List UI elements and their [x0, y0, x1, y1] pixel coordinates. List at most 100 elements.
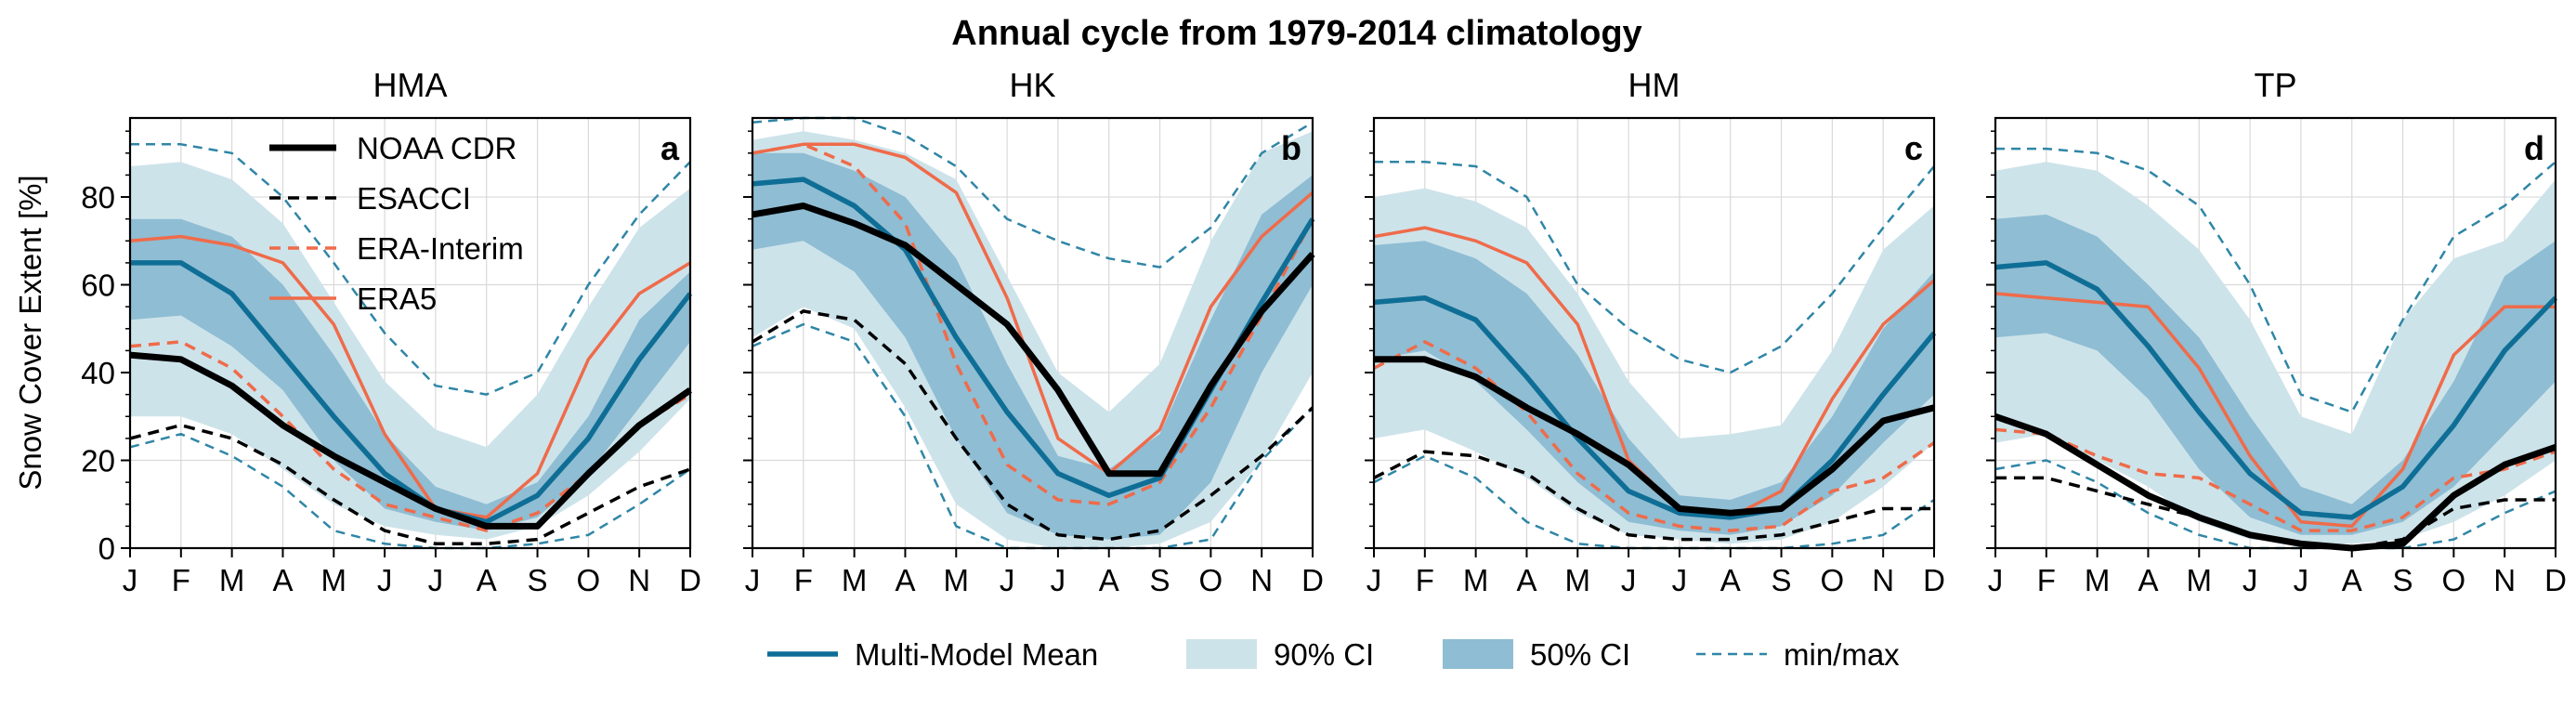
y-tick-label: 60: [81, 268, 115, 303]
series-line-noaa: [1374, 356, 1935, 517]
minmax-line-max: [130, 143, 691, 396]
axes-frame: [1994, 116, 2557, 550]
x-tick-label: J: [1988, 563, 2004, 597]
x-tick-label: M: [944, 563, 970, 597]
ci50-band: [1374, 241, 1934, 535]
panel-title: HK: [1009, 66, 1055, 104]
bottom-legend: Multi-Model Mean 90% CI 50% CI min/max: [767, 637, 1900, 672]
x-tick-label: M: [842, 563, 868, 597]
x-tick-label: J: [123, 563, 138, 597]
x-tick-label: M: [321, 563, 347, 597]
x-tick-label: F: [794, 563, 813, 597]
ci50-band: [1995, 214, 2556, 535]
x-tick-label: S: [1150, 563, 1170, 597]
series-line-noaa: [129, 351, 692, 530]
minmax-line-min: [1373, 454, 1935, 550]
series-line-mmm: [1373, 295, 1937, 520]
legend-label-noaa: NOAA CDR: [357, 131, 517, 165]
x-tick-label: N: [628, 563, 650, 597]
x-tick-label: D: [1923, 563, 1945, 597]
y-tick-label: 0: [98, 531, 115, 566]
x-tick-label: A: [477, 563, 497, 597]
axes-frame: [128, 116, 692, 550]
x-tick-label: M: [219, 563, 245, 597]
x-tick-label: J: [428, 563, 444, 597]
panel-letter: b: [1281, 129, 1301, 167]
y-tick-label: 80: [81, 180, 115, 215]
x-tick-label: N: [1250, 563, 1273, 597]
legend-swatch-ci50: [1443, 639, 1513, 669]
y-axis-label: Snow Cover Extent [%]: [13, 175, 47, 490]
panel-title: HMA: [373, 66, 448, 104]
x-tick-label: F: [172, 563, 190, 597]
x-tick-label: J: [1366, 563, 1382, 597]
x-tick-label: M: [2187, 563, 2213, 597]
legend-label-mmm: Multi-Model Mean: [855, 637, 1098, 672]
x-tick-label: A: [272, 563, 293, 597]
x-tick-label: S: [2393, 563, 2413, 597]
x-tick-label: J: [1000, 563, 1015, 597]
suptitle: Annual cycle from 1979-2014 climatology: [951, 14, 1641, 53]
ci90-band: [1374, 188, 1934, 544]
axes-frame: [1372, 116, 1936, 550]
x-tick-label: A: [1720, 563, 1741, 597]
panel-letter: a: [660, 129, 680, 167]
x-tick-label: O: [1821, 563, 1845, 597]
series-line-erai: [1994, 427, 2556, 532]
x-tick-label: N: [2493, 563, 2516, 597]
x-tick-label: F: [2037, 563, 2056, 597]
legend-label-ci50: 50% CI: [1530, 637, 1630, 672]
y-tick-label: 40: [81, 356, 115, 390]
x-tick-label: M: [1565, 563, 1591, 597]
x-tick-label: S: [1772, 563, 1792, 597]
x-tick-label: D: [2544, 563, 2567, 597]
minmax-line-min: [129, 432, 691, 550]
series-line-noaa: [1994, 412, 2557, 552]
obs-legend: NOAA CDR ESACCI ERA-Interim ERA5: [269, 131, 524, 316]
legend-swatch-ci90: [1186, 639, 1257, 669]
y-tick-label: 20: [81, 444, 115, 478]
x-tick-label: A: [2342, 563, 2362, 597]
series-line-era5: [129, 234, 691, 519]
ci50-band: [752, 152, 1313, 540]
x-tick-label: A: [895, 563, 915, 597]
x-tick-label: S: [528, 563, 548, 597]
legend-label-era5: ERA5: [357, 281, 437, 316]
x-tick-label: J: [2243, 563, 2258, 597]
x-tick-label: J: [745, 563, 761, 597]
x-tick-label: J: [1051, 563, 1066, 597]
x-tick-label: A: [2138, 563, 2158, 597]
legend-label-esacci: ESACCI: [357, 181, 471, 216]
x-tick-label: A: [1516, 563, 1536, 597]
x-tick-label: J: [2294, 563, 2309, 597]
minmax-line-max: [1374, 160, 1935, 374]
panel-title: TP: [2254, 66, 2296, 104]
x-tick-label: A: [1099, 563, 1119, 597]
minmax-line-max: [752, 116, 1314, 268]
series-line-era5: [1994, 292, 2556, 529]
series-line-esacci: [1373, 450, 1934, 542]
series-line-era5: [752, 142, 1314, 476]
x-tick-label: O: [577, 563, 601, 597]
x-tick-label: D: [1301, 563, 1324, 597]
legend-label-erai: ERA-Interim: [357, 231, 524, 266]
x-tick-label: J: [1672, 563, 1688, 597]
x-tick-label: M: [2085, 563, 2111, 597]
x-tick-label: F: [1416, 563, 1434, 597]
x-tick-label: J: [377, 563, 393, 597]
x-tick-label: D: [679, 563, 701, 597]
panel-letter: d: [2524, 129, 2544, 167]
x-tick-label: M: [1463, 563, 1489, 597]
panel-letter: c: [1904, 129, 1923, 167]
legend-label-minmax: min/max: [1784, 637, 1900, 672]
axes-frame: [751, 116, 1314, 550]
minmax-line-max: [1995, 147, 2556, 413]
x-tick-label: J: [1621, 563, 1637, 597]
series-line-esacci: [129, 423, 691, 546]
x-tick-label: N: [1872, 563, 1894, 597]
